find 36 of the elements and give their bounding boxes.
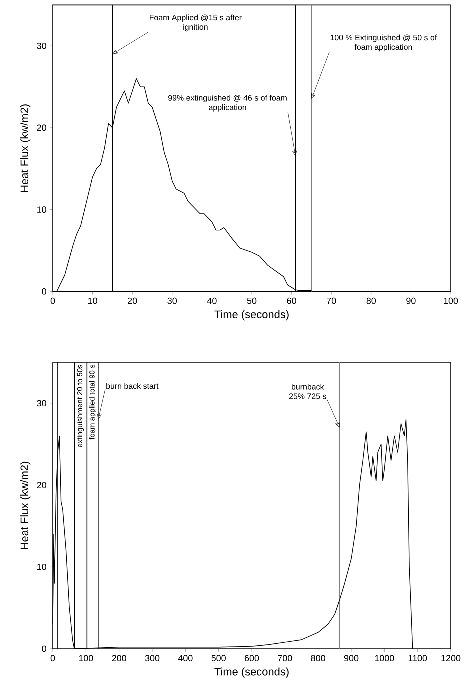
x-tick-label: 30 [168, 298, 178, 304]
x-tick-label: 0 [50, 655, 56, 662]
x-tick-label: 200 [112, 655, 126, 662]
x-tick-label: 500 [212, 655, 226, 662]
y-tick-label: 10 [38, 206, 46, 214]
x-tick-label: 1100 [408, 655, 428, 662]
x-tick-label: 800 [311, 655, 326, 662]
x-tick-label: 600 [244, 655, 260, 662]
y-tick-label: 30 [37, 400, 46, 407]
x-tick-label: 300 [145, 655, 160, 662]
y-tick-label: 10 [38, 564, 46, 570]
x-tick-label: 70 [327, 298, 336, 304]
x-tick-label: 1000 [375, 655, 394, 662]
x-tick-label: 400 [178, 655, 193, 662]
x-tick-label: 700 [278, 655, 292, 662]
y-tick-label: 20 [37, 124, 46, 132]
x-tick-label: 40 [207, 298, 217, 304]
x-axis-title: Time (seconds) [214, 310, 289, 321]
x-tick-label: 900 [344, 655, 359, 662]
y-axis-title: Heat Flux (kw/m2) [20, 104, 31, 192]
x-tick-label: 20 [128, 298, 138, 304]
x-tick-label: 50 [247, 298, 257, 304]
x-tick-label: 0 [50, 298, 56, 304]
x-axis-title: Time (seconds) [214, 668, 289, 678]
x-tick-label: 60 [287, 298, 296, 304]
x-tick-label: 1200 [442, 655, 461, 662]
y-tick-label: 30 [37, 42, 46, 50]
y-tick-label: 0 [42, 288, 46, 295]
y-axis-title: Heat Flux (kw/m2) [20, 462, 31, 550]
x-tick-label: 10 [88, 298, 98, 304]
y-tick-label: 0 [42, 646, 46, 652]
x-tick-label: 90 [406, 298, 416, 304]
x-tick-label: 100 [79, 655, 94, 662]
y-tick-label: 20 [37, 482, 46, 488]
x-tick-label: 80 [366, 298, 376, 304]
x-tick-label: 100 [444, 298, 458, 304]
